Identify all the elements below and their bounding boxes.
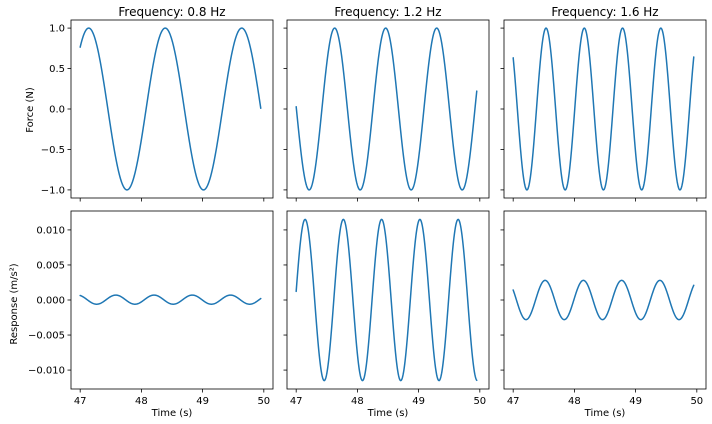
ylabel-row-1: Force (N) [25, 87, 36, 133]
x-tick-label: 48 [568, 396, 581, 407]
series-line [79, 294, 262, 305]
y-tick-label: 0.0 [49, 105, 65, 116]
subplot-grid: 1.0 0.5 0.0 −0.5 −1.0 Frequency: 0.8 Hz Freque… [28, 5, 707, 419]
x-tick-label: 48 [135, 396, 148, 407]
y-tick-label: −1.0 [41, 185, 65, 196]
subplot-3: Frequency: 1.6 Hz [500, 5, 707, 202]
x-tick-label: 50 [690, 396, 703, 407]
series-line [295, 218, 478, 382]
y-tick-label: −0.005 [28, 331, 65, 342]
series-line [79, 27, 262, 191]
y-tick-label: 1.0 [49, 24, 65, 35]
series-line [512, 27, 695, 191]
x-tick-label: 48 [351, 396, 364, 407]
series-line [295, 27, 478, 191]
y-tick-label: 0.010 [36, 225, 65, 236]
x-axis-label: Time (s) [151, 408, 193, 419]
y-tick-label: 0.5 [49, 64, 65, 75]
subplot-2: Frequency: 1.2 Hz [283, 5, 490, 202]
x-tick-label: 49 [629, 396, 642, 407]
x-tick-label: 47 [507, 396, 520, 407]
x-tick-label: 47 [290, 396, 303, 407]
x-tick-label: 50 [473, 396, 486, 407]
x-tick-label: 47 [74, 396, 87, 407]
y-tick-label: −0.010 [28, 366, 65, 377]
y-tick-label: −0.5 [41, 145, 65, 156]
x-tick-label: 49 [412, 396, 425, 407]
x-axis-label: Time (s) [367, 408, 409, 419]
x-tick-label: 49 [196, 396, 209, 407]
ylabel-row-2: Response (m/s²) [9, 263, 20, 344]
y-tick-label: 0.000 [36, 296, 65, 307]
subplot-6: 47 48 49 50 Time (s) [500, 210, 707, 419]
y-tick-label: 0.005 [36, 260, 65, 271]
subplot-4: 47 48 49 50 0.010 0.005 0.000 −0.005 −0.010 Time … [28, 210, 274, 419]
subplot-1: 1.0 0.5 0.0 −0.5 −1.0 Frequency: 0.8 Hz [41, 5, 274, 202]
x-tick-label: 50 [257, 396, 270, 407]
series-line [512, 279, 695, 321]
subplot-title: Frequency: 0.8 Hz [118, 5, 225, 19]
subplot-title: Frequency: 1.2 Hz [334, 5, 441, 19]
x-axis-label: Time (s) [584, 408, 626, 419]
subplot-5: 47 48 49 50 Time (s) [283, 210, 490, 419]
subplot-title: Frequency: 1.6 Hz [551, 5, 658, 19]
